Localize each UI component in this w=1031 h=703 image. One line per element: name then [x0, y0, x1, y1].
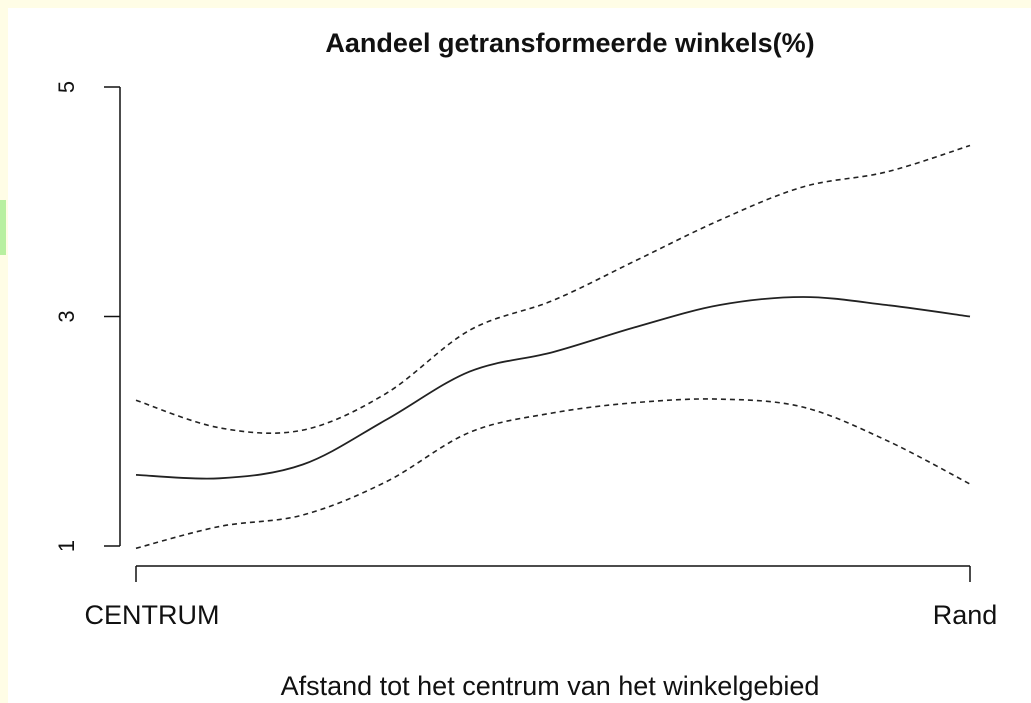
confidence-line	[135, 398, 971, 550]
confidence-line	[135, 144, 971, 435]
edge-strip	[0, 200, 6, 255]
y-tick-label: 5	[54, 81, 79, 93]
plot-panel	[8, 8, 1031, 703]
x-axis-label: Afstand tot het centrum van het winkelge…	[281, 671, 820, 701]
trend-line	[135, 296, 971, 480]
chart-title: Aandeel getransformeerde winkels(%)	[325, 28, 814, 58]
x-tick-label: CENTRUM	[85, 600, 220, 630]
y-tick-label: 1	[54, 540, 79, 552]
y-tick-label: 3	[54, 310, 79, 322]
x-tick-label: Rand	[933, 600, 998, 630]
